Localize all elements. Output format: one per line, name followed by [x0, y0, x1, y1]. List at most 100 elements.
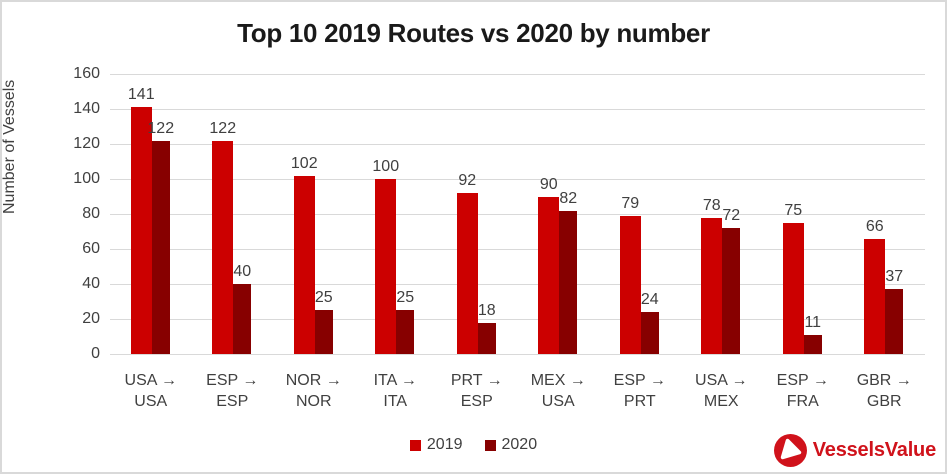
bar-value-label-2020: 11: [804, 313, 822, 331]
y-tick-label: 100: [73, 170, 100, 187]
bar-2019: [130, 107, 152, 354]
legend-swatch-2019: [409, 439, 421, 451]
bar-value-label-2020: 18: [477, 301, 496, 319]
x-category-label: ITA → ITA: [355, 370, 437, 412]
gridline: [110, 108, 925, 110]
x-category-line-to: USA: [134, 393, 168, 410]
bar-value-label-2020: 37: [885, 268, 904, 286]
x-category-line-to: ESP: [460, 393, 493, 410]
x-category-label: ESP → ESP: [192, 370, 274, 412]
x-category-line-from: PRT →: [450, 372, 503, 389]
bar-2019: [538, 196, 560, 354]
bar-2019: [456, 193, 478, 354]
bar-2019: [293, 175, 315, 354]
bar-value-label-2020: 82: [559, 189, 578, 207]
x-category-label: USA → USA: [110, 370, 192, 412]
x-category-line-from: ESP →: [613, 372, 666, 389]
bar-2020: [151, 140, 170, 354]
bar-2019: [701, 217, 723, 354]
legend-swatch-2020: [484, 439, 496, 451]
bar-2020: [640, 312, 659, 354]
x-category-line-to: USA: [541, 393, 575, 410]
bar-value-label-2019: 141: [127, 86, 155, 104]
bar-2020: [559, 210, 578, 354]
legend-label: 2019: [426, 436, 463, 453]
bar-value-label-2020: 40: [233, 263, 252, 280]
y-tick-label: 60: [82, 240, 100, 257]
bar-value-label-2019: 100: [372, 158, 400, 175]
x-category-line-to: GBR: [866, 393, 902, 410]
x-category-label: USA → MEX: [681, 370, 763, 412]
bar-value-label-2020: 122: [147, 119, 175, 137]
chart-title: Top 10 2019 Routes vs 2020 by number: [237, 18, 710, 48]
x-category-line-to: NOR: [295, 393, 332, 410]
vesselsvalue-mark-icon: [773, 434, 807, 467]
x-category-label: NOR → NOR: [273, 370, 355, 412]
bar-value-label-2019: 79: [621, 194, 640, 212]
gridline: [110, 143, 925, 145]
x-category-label: MEX → USA: [518, 370, 600, 412]
bar-value-label-2019: 66: [865, 217, 884, 235]
vesselsvalue-logo-text: VesselsValue: [812, 439, 936, 461]
x-category-line-from: GBR →: [856, 372, 912, 389]
x-category-line-from: ITA →: [373, 372, 417, 389]
bar-2020: [233, 284, 252, 354]
y-tick-label: 140: [73, 100, 100, 117]
bar-value-label-2020: 72: [722, 207, 741, 224]
bar-2020: [803, 334, 822, 354]
vesselsvalue-logo: VesselsValue: [773, 434, 936, 467]
gridline: [110, 283, 925, 285]
gridline: [110, 248, 925, 250]
bar-2020: [314, 310, 333, 354]
x-category-line-to: FRA: [786, 393, 819, 410]
bar-2019: [619, 215, 641, 354]
bar-2020: [722, 228, 741, 354]
x-category-line-from: ESP →: [206, 372, 259, 389]
bar-2020: [885, 289, 904, 354]
chart-legend: 2019 2020: [2, 436, 945, 454]
bar-2019: [212, 140, 234, 354]
x-category-line-to: PRT: [623, 393, 656, 410]
gridline: [110, 213, 925, 215]
gridline: [110, 178, 925, 180]
gridline: [110, 73, 925, 75]
bar-value-label-2019: 92: [458, 172, 477, 189]
bar-value-label-2019: 75: [784, 201, 803, 219]
x-category-line-to: ITA: [383, 393, 408, 410]
bar-2019: [375, 179, 397, 354]
x-category-label: ESP → PRT: [599, 370, 681, 412]
bar-2020: [477, 322, 496, 354]
bar-2019: [782, 222, 804, 354]
y-tick-label: 120: [73, 135, 100, 152]
bar-2019: [864, 238, 886, 354]
x-category-label: GBR → GBR: [844, 370, 926, 412]
bar-value-label-2019: 122: [209, 119, 237, 137]
bar-value-label-2020: 25: [314, 289, 333, 307]
bar-2020: [396, 310, 415, 354]
bar-value-label-2020: 25: [396, 289, 415, 307]
y-tick-label: 20: [82, 310, 100, 327]
gridline: [110, 353, 925, 355]
bar-value-label-2019: 102: [290, 154, 318, 172]
bar-value-label-2019: 90: [539, 175, 558, 193]
bar-value-label-2020: 24: [640, 291, 659, 308]
x-category-label: PRT → ESP: [436, 370, 518, 412]
gridline: [110, 318, 925, 320]
bar-value-label-2019: 78: [702, 196, 721, 214]
legend-label: 2020: [501, 436, 538, 453]
y-tick-label: 0: [91, 345, 100, 362]
x-category-line-from: USA →: [695, 372, 748, 389]
legend-item-2019: 2019: [409, 436, 463, 454]
x-category-line-from: USA →: [124, 372, 177, 389]
x-category-line-from: ESP →: [776, 372, 829, 389]
y-tick-label: 40: [82, 275, 100, 292]
y-tick-label: 160: [73, 65, 100, 82]
x-category-line-to: MEX: [703, 393, 739, 410]
x-category-line-to: ESP: [216, 393, 249, 410]
x-category-line-from: MEX →: [530, 372, 586, 389]
x-category-label: ESP → FRA: [762, 370, 844, 412]
y-tick-label: 80: [82, 205, 100, 222]
legend-item-2020: 2020: [484, 436, 538, 454]
